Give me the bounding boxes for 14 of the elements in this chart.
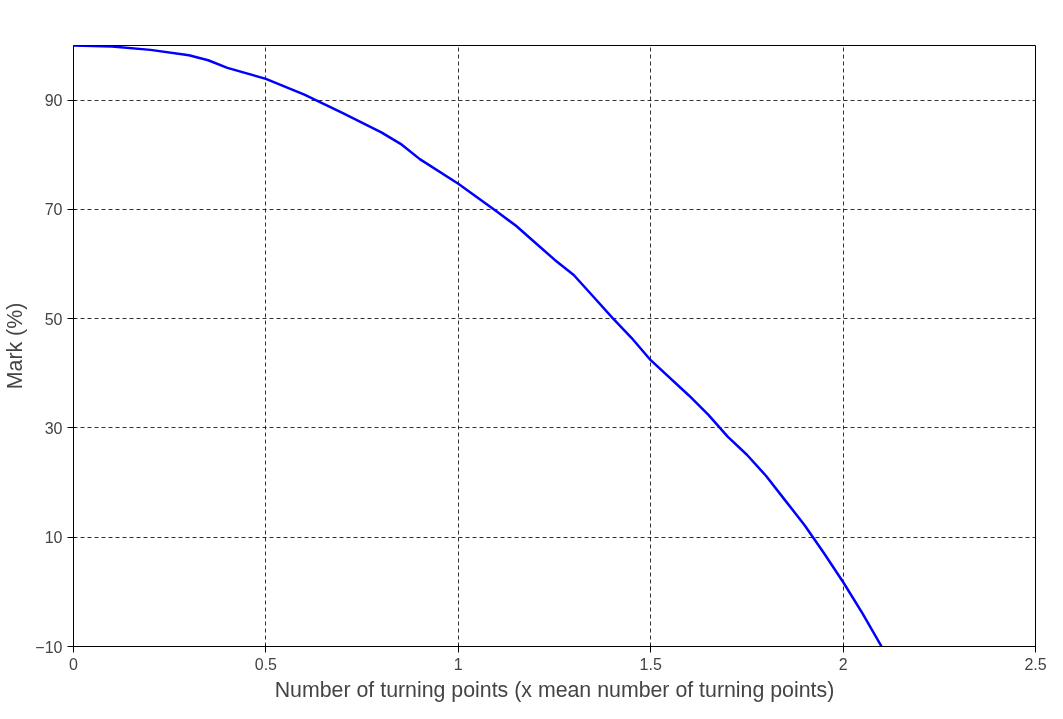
y-tick-label: 30 <box>44 419 63 437</box>
y-tick-label: −10 <box>35 638 63 656</box>
x-tick-label: 0 <box>69 655 79 673</box>
y-tick-label: 10 <box>44 529 63 547</box>
y-tick-label: 90 <box>44 92 63 110</box>
y-axis-title: Mark (%) <box>3 302 28 390</box>
x-axis-title: Number of turning points (x mean number of turning points) <box>274 677 835 702</box>
x-tick-label: 2.5 <box>1024 655 1047 673</box>
y-tick-label: 70 <box>44 201 63 219</box>
x-tick-label: 0.5 <box>254 655 278 673</box>
x-tick-label: 2 <box>838 655 848 673</box>
x-tick-label: 1 <box>453 655 463 673</box>
y-tick-label: 50 <box>44 310 63 328</box>
x-tick-label: 1.5 <box>639 655 662 673</box>
